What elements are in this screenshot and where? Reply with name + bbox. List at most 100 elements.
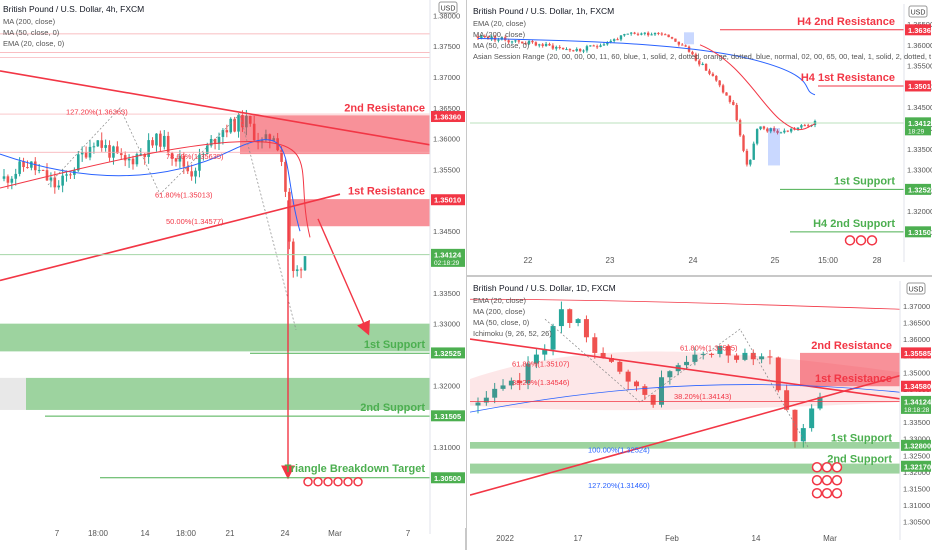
level-label: 2nd Resistance <box>811 340 892 352</box>
resistance-zone-1 <box>290 199 430 227</box>
triangle-lower-line <box>0 193 341 282</box>
candle-body <box>809 408 815 429</box>
candle-body <box>704 63 708 71</box>
candle-body <box>555 47 558 49</box>
price-tag-label: 1.36360 <box>908 26 932 35</box>
y-tick-label: 1.32000 <box>433 381 460 390</box>
candle-body <box>717 346 723 354</box>
candle-body <box>213 139 217 144</box>
candle-body <box>10 178 14 183</box>
candle-body <box>541 44 544 46</box>
candle-body <box>33 161 37 171</box>
y-tick-label: 1.33500 <box>907 145 932 154</box>
candle-body <box>595 46 599 48</box>
candle-body <box>792 409 798 442</box>
level-label: 1st Support <box>831 432 892 444</box>
candle-body <box>217 136 221 144</box>
candle-body <box>2 176 6 179</box>
ma-50-line <box>470 384 900 413</box>
candle-body <box>609 40 612 43</box>
candle-body <box>178 155 182 162</box>
price-tag-sub: 18:18:28 <box>904 407 930 414</box>
fib-label: 61.80%(1.35107) <box>512 360 570 369</box>
indicator-legend: EMA (20, close) <box>473 19 526 28</box>
x-tick-label: 21 <box>226 529 235 538</box>
candle-body <box>135 154 139 165</box>
x-tick-label: 14 <box>141 529 150 538</box>
fib-zigzag <box>47 107 297 330</box>
plot-area <box>470 29 904 246</box>
candle-body <box>80 152 84 155</box>
y-tick-label: 1.37000 <box>433 73 460 82</box>
candle-body <box>600 352 606 359</box>
candle-body <box>483 36 487 38</box>
level-label: 2nd Support <box>827 453 892 465</box>
candle-body <box>567 309 573 323</box>
candle-body <box>538 44 541 46</box>
candle-body <box>800 428 806 442</box>
plot-area <box>0 33 430 487</box>
candle-body <box>534 42 538 46</box>
candle-body <box>166 135 170 154</box>
price-tag-label: 1.30500 <box>434 474 461 483</box>
indicator-legend: Asian Session Range (20, 00, 00, 00, 11,… <box>473 52 932 61</box>
x-tick-label: 23 <box>606 256 615 265</box>
session-box <box>684 32 694 45</box>
candle-body <box>684 361 690 366</box>
candle-body <box>759 126 762 130</box>
candle-body <box>476 36 480 39</box>
candle-body <box>667 34 670 38</box>
candle-body <box>608 358 614 362</box>
candle-body <box>766 128 769 132</box>
candle-body <box>674 38 677 42</box>
indicator-legend: EMA (20, close) <box>473 296 526 305</box>
candle-body <box>749 159 752 165</box>
y-tick-label: 1.34500 <box>433 227 460 236</box>
candle-body <box>762 126 766 129</box>
price-tag-label: 1.32170 <box>904 462 931 471</box>
candle-body <box>742 352 748 360</box>
price-tag-sub: 02:18:29 <box>434 260 460 267</box>
level-label: 2nd Support <box>360 402 425 414</box>
price-tag-label: 1.34124 <box>434 250 462 259</box>
candle-body <box>616 39 619 41</box>
price-tag-label: 1.31505 <box>908 228 932 237</box>
level-label: H4 1st Resistance <box>801 72 895 84</box>
chart-title: British Pound / U.S. Dollar, 1D, FXCM <box>473 283 616 293</box>
price-tag-label: 1.34124 <box>908 119 932 128</box>
candle-body <box>701 63 704 65</box>
candle-body <box>642 386 648 395</box>
y-tick-label: 1.31000 <box>433 443 460 452</box>
y-tick-label: 1.32000 <box>907 207 932 216</box>
y-tick-label: 1.35500 <box>907 62 932 71</box>
fib-label: 38.20%(1.34143) <box>674 392 732 401</box>
candle-body <box>483 397 489 403</box>
candle-body <box>633 381 639 387</box>
support-zone-2 <box>470 463 900 474</box>
candle-body <box>738 120 742 136</box>
y-tick-label: 1.32500 <box>903 451 930 460</box>
candle-body <box>182 155 186 167</box>
candle-body <box>225 130 229 133</box>
candle-body <box>625 371 631 382</box>
candle-body <box>775 357 781 391</box>
candle-body <box>709 353 715 355</box>
candle-body <box>606 42 609 45</box>
fib-label: 38.20%(1.34546) <box>512 378 570 387</box>
ema-20-line <box>0 141 311 238</box>
candle-body <box>803 125 806 127</box>
price-tag <box>431 248 465 267</box>
y-tick-label: 1.36500 <box>433 104 460 113</box>
price-tag <box>901 380 931 392</box>
candle-body <box>725 346 731 356</box>
fib-label: 127.20%(1.36363) <box>66 108 128 117</box>
candle-body <box>100 140 104 148</box>
candle-body <box>759 356 765 360</box>
plot-area <box>470 298 900 499</box>
candle-body <box>755 129 759 144</box>
candle-body <box>194 170 197 177</box>
currency-label: USD <box>909 287 924 294</box>
candle-body <box>284 161 287 192</box>
event-badge <box>811 475 823 486</box>
candle-body <box>786 130 789 132</box>
